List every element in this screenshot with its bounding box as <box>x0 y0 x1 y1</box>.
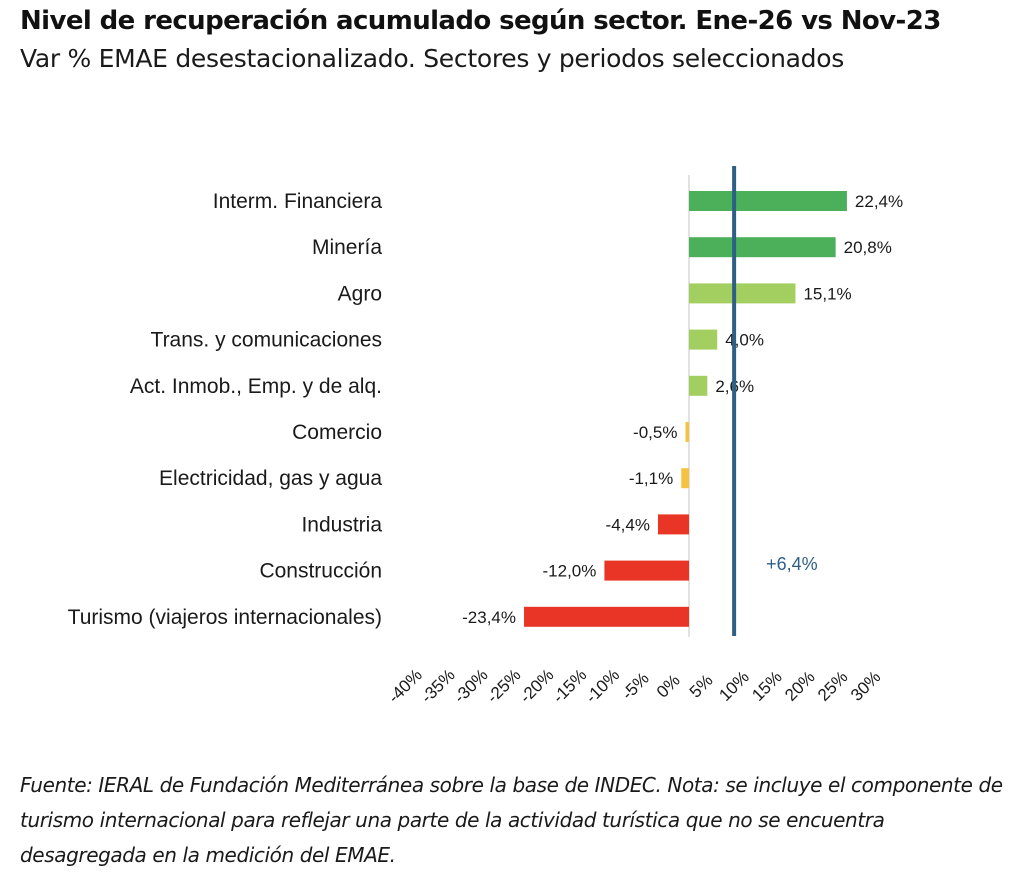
ticks-layer: -40%-35%-30%-25%-20%-15%-10%-5% 0% 5%10%15… <box>384 665 884 706</box>
x-tick-label: -30% <box>450 665 491 706</box>
x-tick-label: 5% <box>686 671 717 702</box>
bar <box>689 329 718 350</box>
bar <box>604 560 689 581</box>
x-tick-label: 25% <box>814 667 851 704</box>
x-tick-label: -15% <box>549 665 590 706</box>
value-label: -4,4% <box>606 515 650 534</box>
value-label: -1,1% <box>629 469 673 488</box>
x-tick-label: -10% <box>582 665 623 706</box>
x-tick-label: -5% <box>618 669 653 704</box>
x-tick-label: -35% <box>417 665 458 706</box>
value-label: -23,4% <box>462 608 516 627</box>
bar-chart: Interm. Financiera 22,4% Minería 20,8% Agro 1… <box>68 166 903 707</box>
bars-layer <box>524 191 847 627</box>
x-tick-label: -40% <box>384 665 425 706</box>
chart-title: Nivel de recuperación acumulado según se… <box>20 6 941 36</box>
category-label: Construcción <box>259 560 382 583</box>
bar <box>689 191 847 211</box>
bar <box>689 237 836 258</box>
x-tick-label: 10% <box>715 667 752 704</box>
x-tick-label: 15% <box>748 667 785 704</box>
chart-subtitle: Var % EMAE desestacionalizado. Sectores … <box>20 44 844 73</box>
bar <box>685 422 689 442</box>
bar <box>689 283 796 304</box>
category-label: Turismo (viajeros internacionales) <box>68 606 382 629</box>
category-label: Interm. Financiera <box>213 190 383 213</box>
bar <box>689 375 708 396</box>
source-note: Fuente: IERAL de Fundación Mediterránea … <box>20 773 1003 867</box>
category-label: Minería <box>312 236 382 259</box>
x-tick-label: 0% <box>653 671 684 702</box>
value-label: -0,5% <box>633 423 677 442</box>
value-label: 15,1% <box>803 284 851 303</box>
x-tick-label: 30% <box>847 667 884 704</box>
x-tick-label: -25% <box>483 665 524 706</box>
value-label: 20,8% <box>844 238 892 257</box>
reference-line-label: +6,4% <box>766 554 818 574</box>
category-label: Electricidad, gas y agua <box>159 467 382 490</box>
bar <box>657 514 689 535</box>
bar <box>681 468 689 489</box>
category-label: Trans. y comunicaciones <box>151 329 382 352</box>
x-tick-label: -20% <box>516 665 557 706</box>
value-label: -12,0% <box>543 562 597 581</box>
labels-layer: Interm. Financiera 22,4% Minería 20,8% Agro 1… <box>68 190 903 629</box>
category-label: Act. Inmob., Emp. y de alq. <box>130 375 382 398</box>
value-label: 22,4% <box>855 192 903 211</box>
bar <box>524 606 689 627</box>
reference-layer: +6,4% <box>732 166 818 636</box>
category-label: Agro <box>338 282 382 305</box>
value-label: 4,0% <box>725 331 764 350</box>
x-tick-label: 20% <box>781 667 818 704</box>
category-label: Industria <box>301 513 382 536</box>
category-label: Comercio <box>292 421 382 444</box>
